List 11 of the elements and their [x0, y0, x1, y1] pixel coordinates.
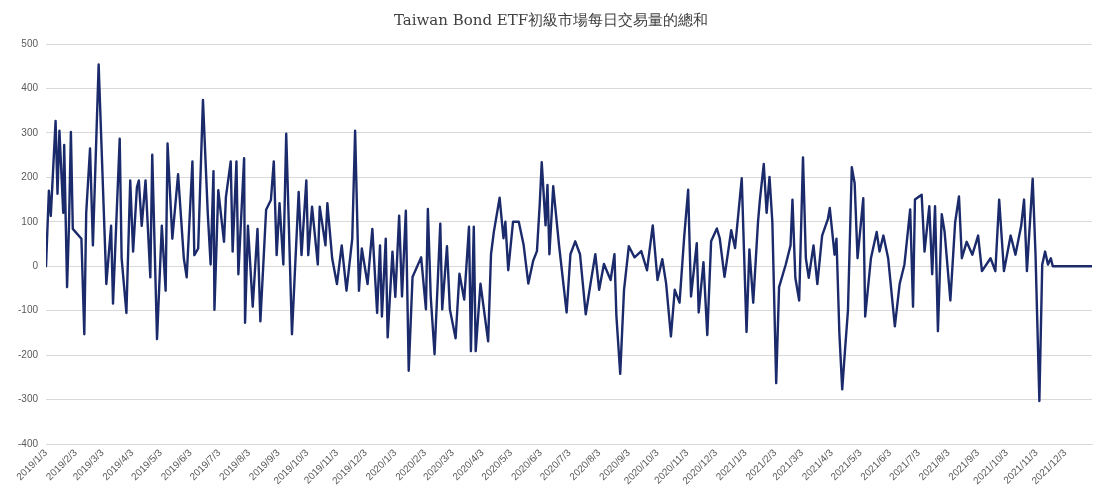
- y-tick-label: -200: [18, 348, 39, 360]
- y-tick-label: 100: [21, 215, 39, 227]
- y-tick-label: 200: [21, 171, 39, 183]
- y-tick-label: -400: [18, 437, 39, 449]
- chart-title: Taiwan Bond ETF初級市場每日交易量的總和: [393, 10, 709, 29]
- y-tick-label: -300: [18, 393, 39, 405]
- y-tick-label: 400: [21, 82, 39, 94]
- y-tick-label: 0: [32, 260, 39, 271]
- y-tick-label: 500: [21, 37, 39, 49]
- y-tick-label: 300: [21, 126, 39, 138]
- y-tick-label: -100: [18, 304, 39, 316]
